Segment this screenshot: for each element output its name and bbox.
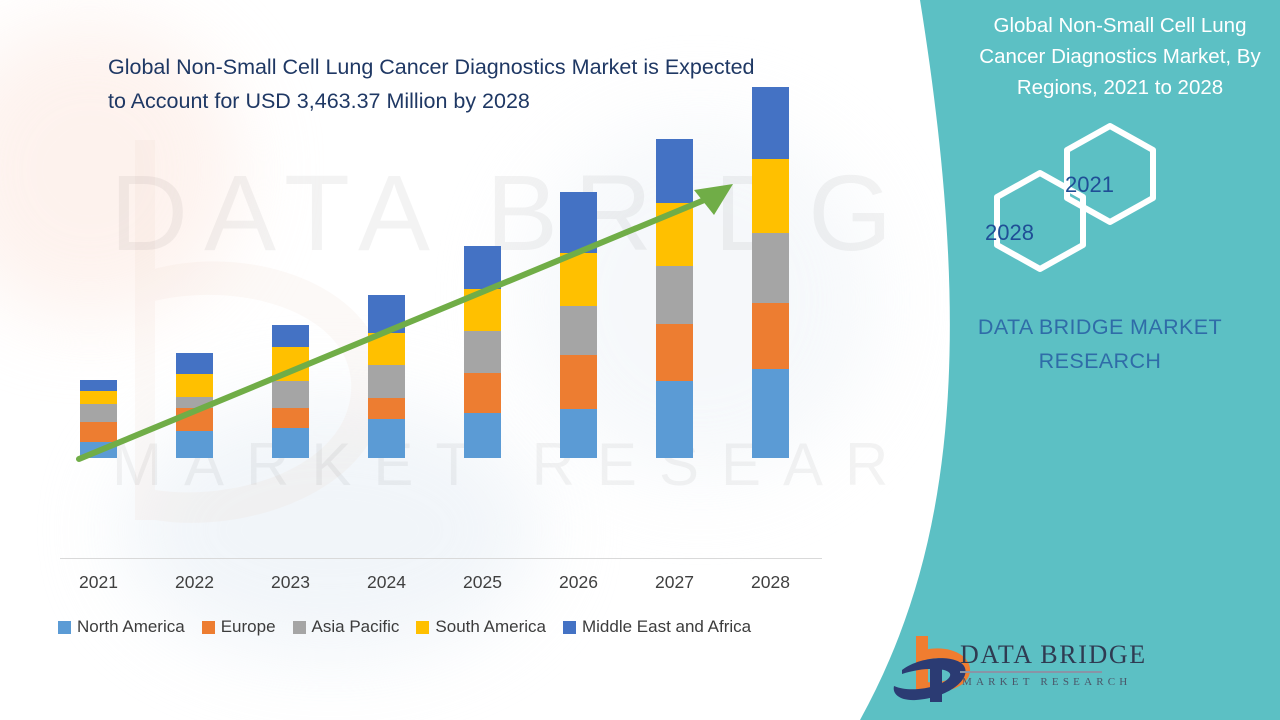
bar-segment-2027-north-america: [656, 381, 693, 458]
bar-segment-2028-north-america: [752, 369, 789, 458]
hexagon-label-2028: 2028: [985, 220, 1034, 245]
bar-2025: [464, 246, 501, 458]
watermark-logo-mark: [135, 140, 386, 523]
legend-swatch-icon: [201, 620, 215, 634]
x-axis-label-2025: 2025: [463, 572, 502, 592]
legend-item-europe[interactable]: Europe: [201, 617, 276, 637]
bar-segment-2025-south-america: [464, 289, 501, 331]
bar-segment-2027-europe: [656, 324, 693, 381]
bar-segment-2027-south-america: [656, 203, 693, 266]
watermark-text-primary: DATA BRIDGE: [110, 150, 900, 275]
legend-item-south-america[interactable]: South America: [416, 617, 546, 637]
bar-segment-2027-middle-east-and-africa: [656, 139, 693, 203]
bar-segment-2022-south-america: [176, 374, 213, 397]
hexagon-label-2021: 2021: [1065, 172, 1114, 197]
legend-label: Europe: [220, 617, 276, 636]
x-axis-label-2022: 2022: [175, 572, 214, 592]
bar-segment-2024-europe: [368, 398, 405, 419]
bar-segment-2024-middle-east-and-africa: [368, 295, 405, 333]
panel-brand-text: DATA BRIDGE MARKET RESEARCH: [977, 315, 1223, 373]
bar-2022: [176, 353, 213, 458]
hexagon-2028-shape: [994, 170, 1086, 272]
background-wash-grey: [520, 120, 880, 480]
bar-segment-2025-middle-east-and-africa: [464, 246, 501, 289]
watermark-text-secondary: MARKET RESEARCH: [112, 430, 900, 499]
bar-segment-2026-middle-east-and-africa: [560, 192, 597, 253]
bar-segment-2026-south-america: [560, 253, 597, 306]
bar-segment-2021-europe: [80, 422, 117, 442]
bar-segment-2028-south-america: [752, 159, 789, 233]
x-axis-labels: 2021 2022 2023 2024 2025 2026 2027 2028: [0, 572, 900, 602]
bar-segment-2023-europe: [272, 408, 309, 428]
logo-divider: [960, 671, 1102, 673]
bar-segment-2021-middle-east-and-africa: [80, 380, 117, 391]
bar-segment-2023-middle-east-and-africa: [272, 325, 309, 347]
logo-tagline: MARKET RESEARCH: [962, 676, 1132, 688]
chart-legend: North America Europe Asia Pacific South Ame…: [58, 617, 751, 637]
bar-segment-2022-europe: [176, 408, 213, 431]
x-axis-label-2028: 2028: [751, 572, 790, 592]
x-axis-label-2027: 2027: [655, 572, 694, 592]
chart-title: Global Non-Small Cell Lung Cancer Diagno…: [108, 55, 755, 113]
bar-segment-2024-south-america: [368, 333, 405, 365]
hexagon-2021-shape: [1064, 123, 1156, 225]
bar-segment-2025-europe: [464, 373, 501, 413]
bar-2028: [752, 87, 789, 458]
legend-swatch-icon: [58, 620, 71, 634]
bar-segment-2021-asia-pacific: [80, 404, 117, 422]
logo-name: DATA BRIDGE: [960, 640, 1147, 669]
legend-item-middle-east-and-africa[interactable]: Middle East and Africa: [562, 617, 752, 637]
bar-2024: [368, 295, 405, 458]
teal-panel-content: Global Non-Small Cell Lung Cancer Diagno…: [860, 0, 1280, 720]
bar-segment-2028-asia-pacific: [752, 233, 789, 303]
legend-item-asia-pacific[interactable]: Asia Pacific: [292, 617, 400, 637]
bar-segment-2026-north-america: [560, 409, 597, 458]
panel-title: Global Non-Small Cell Lung Cancer Diagno…: [979, 14, 1261, 99]
legend-swatch-icon: [562, 620, 576, 634]
bar-2021: [80, 380, 117, 458]
hexagon-group: [994, 123, 1156, 272]
legend-item-north-america[interactable]: North America: [58, 617, 185, 637]
bar-segment-2022-north-america: [176, 431, 213, 458]
bar-segment-2027-asia-pacific: [656, 266, 693, 324]
bar-segment-2025-north-america: [464, 413, 501, 458]
bar-segment-2026-europe: [560, 355, 597, 409]
bar-segment-2023-south-america: [272, 347, 309, 381]
bar-segment-2024-north-america: [368, 419, 405, 458]
legend-swatch-icon: [416, 620, 430, 634]
bar-2027: [656, 139, 693, 458]
bar-segment-2022-asia-pacific: [176, 397, 213, 408]
x-axis-line: [60, 558, 822, 559]
legend-label: Asia Pacific: [311, 617, 400, 636]
bar-segment-2021-south-america: [80, 391, 117, 404]
x-axis-label-2026: 2026: [559, 572, 598, 592]
legend-label: South America: [435, 617, 546, 636]
bar-segment-2026-asia-pacific: [560, 306, 597, 355]
x-axis-label-2024: 2024: [367, 572, 406, 592]
legend-swatch-icon: [292, 620, 306, 634]
x-axis-label-2021: 2021: [79, 572, 118, 592]
bar-segment-2023-north-america: [272, 428, 309, 458]
bar-segment-2025-asia-pacific: [464, 331, 501, 373]
bar-2023: [272, 325, 309, 458]
bar-2026: [560, 192, 597, 458]
bar-segment-2022-middle-east-and-africa: [176, 353, 213, 374]
bar-segment-2023-asia-pacific: [272, 381, 309, 408]
legend-label: Middle East and Africa: [581, 617, 752, 636]
legend-label: North America: [77, 617, 185, 636]
x-axis-label-2023: 2023: [271, 572, 310, 592]
bar-segment-2028-europe: [752, 303, 789, 369]
bar-segment-2024-asia-pacific: [368, 365, 405, 398]
data-bridge-logo-mark: [893, 636, 971, 702]
bar-segment-2021-north-america: [80, 442, 117, 458]
